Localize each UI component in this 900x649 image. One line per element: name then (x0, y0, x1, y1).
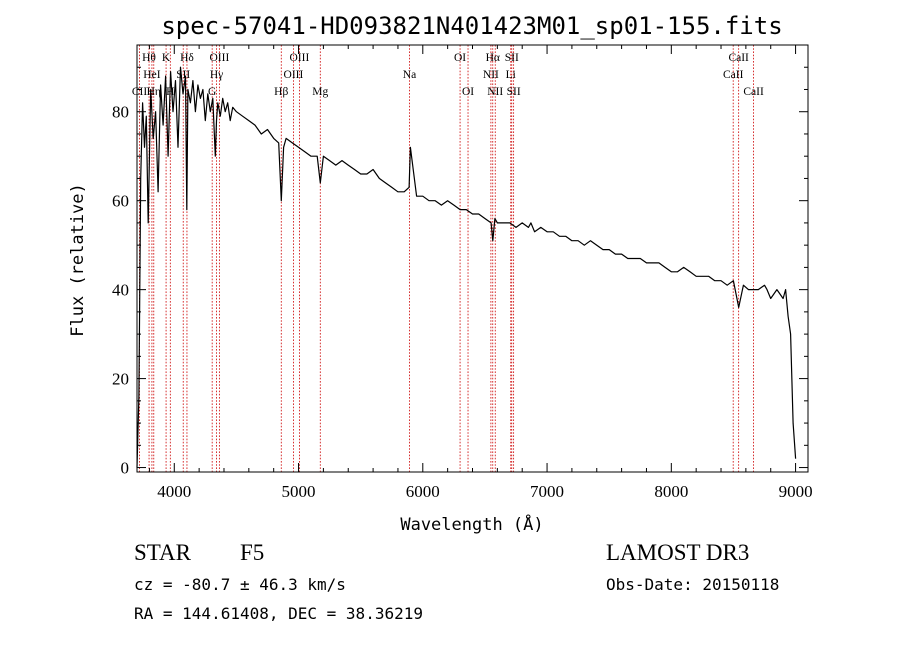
object-subclass: F5 (240, 540, 265, 565)
y-tick-label-0: 0 (121, 459, 130, 478)
line-marker-label-0: CII (132, 86, 148, 98)
x-tick-label-5: 9000 (779, 482, 813, 501)
line-marker-label-24: CaII (723, 69, 744, 81)
x-tick-label-3: 7000 (530, 482, 564, 501)
line-marker-label-23: SII (507, 86, 521, 98)
x-tick-label-4: 8000 (654, 482, 688, 501)
line-marker-label-20: NII (487, 86, 503, 98)
line-marker-label-7: Hδ (180, 52, 194, 64)
x-axis-label: Wavelength (Å) (400, 513, 543, 535)
line-marker-label-10: OIII (209, 52, 229, 64)
line-marker-label-9: Hγ (210, 69, 223, 81)
line-marker-label-1: Hθ (142, 52, 156, 64)
line-marker-label-19: Hα (486, 52, 500, 64)
x-tick-label-2: 6000 (406, 482, 440, 501)
y-tick-label-4: 80 (112, 103, 129, 122)
line-marker-label-14: Mg (312, 86, 328, 98)
redshift-readout: cz = -80.7 ± 46.3 km/s (134, 575, 346, 594)
line-marker-label-21: Li (506, 69, 516, 81)
x-tick-label-0: 4000 (157, 482, 191, 501)
line-marker-label-12: OIII (284, 69, 304, 81)
y-tick-label-2: 40 (112, 281, 129, 300)
line-marker-label-2: HeI (143, 69, 160, 81)
line-marker-label-26: CaII (743, 86, 764, 98)
line-marker-label-13: OIII (290, 52, 310, 64)
line-marker-label-6: SII (176, 69, 190, 81)
y-tick-label-3: 60 (112, 192, 129, 211)
line-marker-label-17: OI (462, 86, 474, 98)
obs-date: Obs-Date: 20150118 (606, 575, 780, 594)
spectrum-series-0 (136, 66, 797, 468)
chart-title: spec-57041-HD093821N401423M01_sp01-155.f… (161, 12, 782, 40)
y-axis-ticks: 0 20 40 60 80 (112, 66, 808, 478)
line-marker-label-3: Hη (147, 86, 161, 98)
survey-name: LAMOST DR3 (606, 540, 750, 565)
spectrum-layer (136, 66, 797, 468)
y-tick-label-1: 20 (112, 370, 129, 389)
line-marker-label-22: SII (505, 52, 519, 64)
x-axis-ticks: 4000 5000 6000 7000 8000 9000 (148, 45, 813, 501)
line-marker-label-16: OI (454, 52, 466, 64)
line-markers (139, 45, 754, 472)
object-class: STAR (134, 540, 191, 565)
line-marker-label-15: Na (403, 69, 416, 81)
line-marker-label-11: Hβ (274, 86, 288, 98)
coordinates: RA = 144.61408, DEC = 38.36219 (134, 604, 423, 623)
line-marker-label-25: CaII (728, 52, 749, 64)
plot-frame (136, 44, 809, 473)
line-marker-label-4: K (162, 52, 171, 64)
line-marker-labels: CIIHθHeIHηKHSIIHδGHγOIIIHβOIIIOIIIMgNaOI… (132, 52, 764, 98)
line-marker-label-8: G (208, 86, 216, 98)
x-tick-label-1: 5000 (282, 482, 316, 501)
line-marker-label-18: NII (483, 69, 499, 81)
y-axis-label: Flux (relative) (68, 183, 88, 337)
